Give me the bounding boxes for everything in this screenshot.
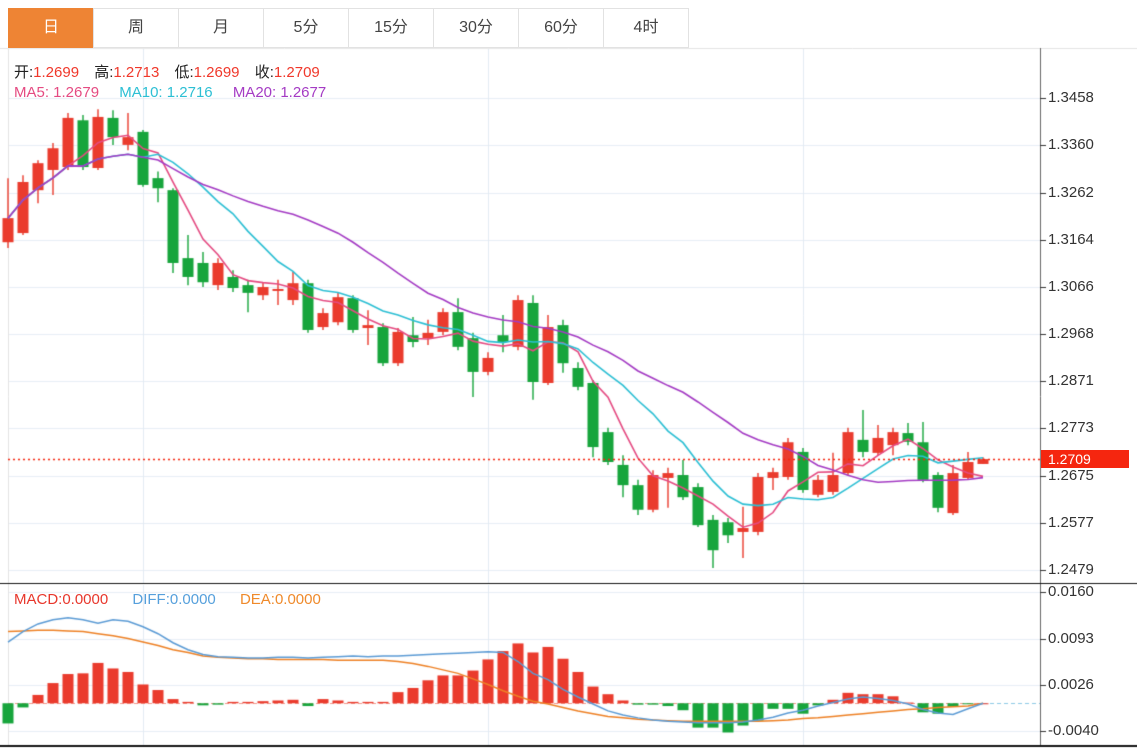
macd-legend: MACD:0.0000 DIFF:0.0000 DEA:0.0000 — [14, 591, 341, 608]
y-axis-tick-label: 1.3066 — [1048, 278, 1094, 296]
y-axis-tick-label: 0.0093 — [1048, 629, 1094, 647]
macd-readout: MACD:0.0000 — [14, 591, 109, 608]
current-price-tag: 1.2709 — [1041, 450, 1129, 468]
tab-5min[interactable]: 5分 — [263, 8, 349, 48]
tab-4hour[interactable]: 4时 — [603, 8, 689, 48]
tab-week[interactable]: 周 — [93, 8, 179, 48]
y-axis-tick-label: 1.3458 — [1048, 89, 1094, 107]
tab-30min[interactable]: 30分 — [433, 8, 519, 48]
close-readout: 收:1.2709 — [254, 64, 320, 81]
dea-readout: DEA:0.0000 — [239, 591, 321, 608]
tab-month[interactable]: 月 — [178, 8, 264, 48]
open-readout: 开:1.2699 — [14, 64, 80, 81]
low-readout: 低:1.2699 — [174, 64, 240, 81]
y-axis-tick-label: 1.2871 — [1048, 372, 1094, 390]
y-axis-tick-label: 1.2577 — [1048, 513, 1094, 531]
current-price-value: 1.2709 — [1048, 451, 1091, 467]
y-axis-tick-label: 1.2773 — [1048, 419, 1094, 437]
y-axis-tick-label: -0.0040 — [1048, 722, 1099, 740]
y-axis-tick-label: 1.2968 — [1048, 325, 1094, 343]
y-axis-tick-label: 1.2479 — [1048, 560, 1094, 578]
y-axis-tick-label: 0.0160 — [1048, 582, 1094, 600]
ma5-readout: MA5: 1.2679 — [14, 84, 100, 101]
ma10-readout: MA10: 1.2716 — [119, 84, 213, 101]
ohlc-legend: 开:1.2699 高:1.2713 低:1.2699 收:1.2709 — [14, 61, 331, 82]
y-axis-tick-label: 1.3164 — [1048, 230, 1094, 248]
diff-readout: DIFF:0.0000 — [132, 591, 216, 608]
tab-15min[interactable]: 15分 — [348, 8, 434, 48]
tab-day[interactable]: 日 — [8, 8, 94, 48]
timeframe-tabbar: 日 周 月 5分 15分 30分 60分 4时 — [8, 8, 689, 48]
y-axis-tick-label: 1.3360 — [1048, 136, 1094, 154]
y-axis-tick-label: 0.0026 — [1048, 676, 1094, 694]
tab-60min[interactable]: 60分 — [518, 8, 604, 48]
high-readout: 高:1.2713 — [94, 64, 160, 81]
ma-legend: MA5: 1.2679 MA10: 1.2716 MA20: 1.2677 — [14, 84, 342, 101]
ma20-readout: MA20: 1.2677 — [232, 84, 327, 101]
y-axis-tick-label: 1.2675 — [1048, 466, 1094, 484]
y-axis-tick-label: 1.3262 — [1048, 183, 1094, 201]
